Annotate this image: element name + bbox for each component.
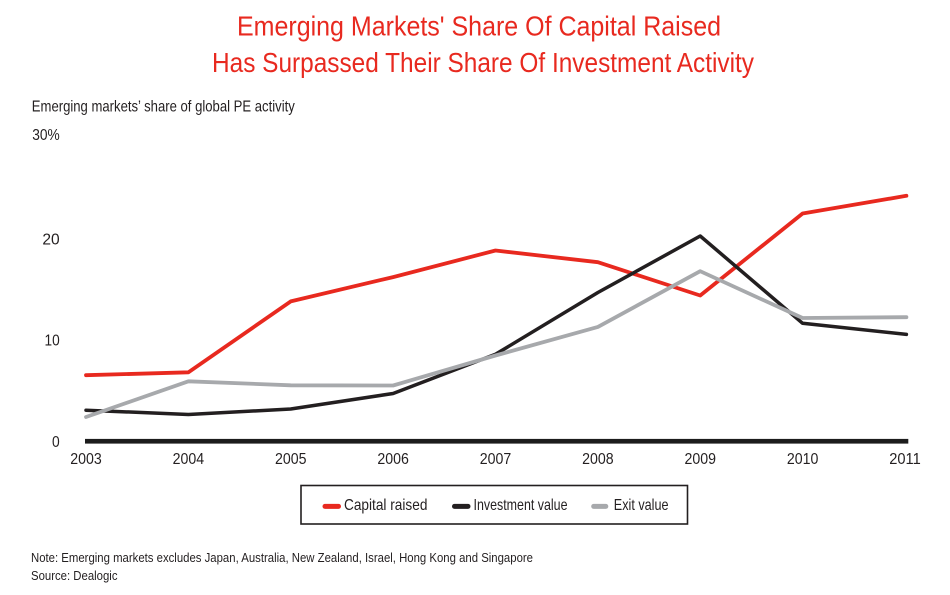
- svg-text:2008: 2008: [582, 451, 614, 468]
- svg-text:2009: 2009: [684, 451, 716, 468]
- svg-text:Investment value: Investment value: [474, 497, 568, 514]
- svg-text:Capital raised: Capital raised: [344, 497, 427, 514]
- svg-text:0: 0: [52, 434, 60, 451]
- svg-text:Emerging markets’ share of glo: Emerging markets’ share of global PE act…: [32, 98, 295, 115]
- svg-text:2003: 2003: [70, 451, 102, 468]
- svg-text:2010: 2010: [787, 451, 819, 468]
- svg-text:20: 20: [42, 231, 59, 248]
- svg-text:30%: 30%: [32, 127, 60, 144]
- svg-text:Exit value: Exit value: [614, 497, 669, 514]
- svg-text:2004: 2004: [173, 451, 205, 468]
- svg-text:10: 10: [45, 333, 60, 350]
- svg-text:2007: 2007: [480, 451, 512, 468]
- svg-text:Source: Dealogic: Source: Dealogic: [31, 568, 118, 583]
- svg-text:2006: 2006: [377, 451, 409, 468]
- svg-text:Has Surpassed Their Share Of I: Has Surpassed Their Share Of Investment …: [212, 47, 754, 78]
- svg-text:2011: 2011: [889, 451, 921, 468]
- svg-text:2005: 2005: [275, 451, 307, 468]
- svg-text:Note: Emerging markets exclude: Note: Emerging markets excludes Japan, A…: [31, 550, 533, 565]
- svg-text:Emerging Markets' Share Of Cap: Emerging Markets' Share Of Capital Raise…: [237, 11, 721, 42]
